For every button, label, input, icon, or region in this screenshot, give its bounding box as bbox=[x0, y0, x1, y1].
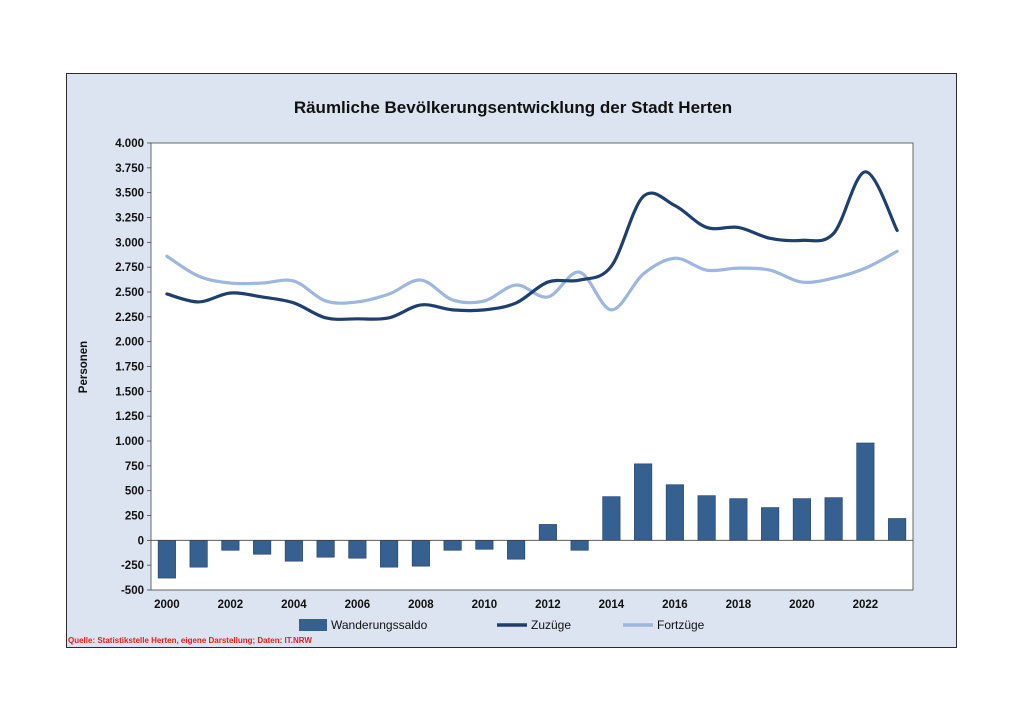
y-tick-label: 3.250 bbox=[115, 213, 144, 225]
bar-wanderungssaldo bbox=[380, 540, 399, 568]
legend-label-zuzuege: Zuzüge bbox=[531, 618, 571, 632]
x-tick-label: 2018 bbox=[726, 599, 752, 611]
y-tick-label: 3.000 bbox=[115, 237, 144, 249]
y-tick-label: 0 bbox=[138, 535, 144, 547]
y-axis-ticks: -500 -250 0 250 500 750 1.000 1.250 1.500 1.750 2.… bbox=[115, 138, 151, 597]
y-tick-label: -500 bbox=[121, 585, 144, 597]
x-tick-label: 2010 bbox=[472, 599, 498, 611]
y-tick-label: 2.000 bbox=[115, 337, 144, 349]
lines-layer bbox=[165, 170, 899, 321]
y-tick-label: 1.500 bbox=[115, 386, 144, 398]
x-tick-label: 2006 bbox=[345, 599, 371, 611]
line-zuzuege bbox=[165, 170, 899, 321]
y-tick-label: 750 bbox=[125, 461, 144, 473]
y-tick-label: 2.500 bbox=[115, 287, 144, 299]
y-tick-label: 3.750 bbox=[115, 163, 144, 175]
chart-title: Räumliche Bevölkerungsentwicklung der St… bbox=[294, 98, 732, 117]
bar-wanderungssaldo bbox=[856, 442, 875, 541]
legend-swatch-wanderungssaldo bbox=[299, 619, 327, 631]
bar-wanderungssaldo bbox=[157, 540, 176, 579]
y-tick-label: 3.500 bbox=[115, 188, 144, 200]
x-tick-label: 2014 bbox=[599, 599, 625, 611]
bar-wanderungssaldo bbox=[316, 540, 335, 558]
bar-wanderungssaldo bbox=[761, 507, 780, 541]
y-tick-label: 1.250 bbox=[115, 411, 144, 423]
y-tick-label: 4.000 bbox=[115, 138, 144, 150]
chart-frame: Räumliche Bevölkerungsentwicklung der St… bbox=[66, 73, 957, 648]
legend: Wanderungssaldo Zuzüge Fortzüge bbox=[299, 618, 705, 632]
bar-wanderungssaldo bbox=[189, 540, 208, 568]
bars-layer bbox=[157, 442, 907, 579]
x-tick-label: 2008 bbox=[408, 599, 434, 611]
x-tick-label: 2002 bbox=[218, 599, 244, 611]
bar-wanderungssaldo bbox=[729, 498, 748, 541]
plot-area bbox=[150, 142, 914, 591]
bar-wanderungssaldo bbox=[570, 540, 589, 551]
y-tick-label: 2.750 bbox=[115, 262, 144, 274]
bar-wanderungssaldo bbox=[253, 540, 272, 555]
bar-wanderungssaldo bbox=[411, 540, 430, 567]
x-tick-label: 2020 bbox=[789, 599, 815, 611]
bar-wanderungssaldo bbox=[824, 497, 843, 541]
bar-wanderungssaldo bbox=[348, 540, 367, 559]
source-note: Quelle: Statistikstelle Herten, eigene D… bbox=[68, 636, 312, 645]
bar-wanderungssaldo bbox=[475, 540, 494, 550]
y-tick-label: 1.750 bbox=[115, 362, 144, 374]
bar-wanderungssaldo bbox=[665, 484, 684, 541]
bar-wanderungssaldo bbox=[507, 540, 526, 560]
bar-wanderungssaldo bbox=[634, 463, 653, 541]
x-tick-label: 2012 bbox=[535, 599, 561, 611]
bar-wanderungssaldo bbox=[792, 498, 811, 541]
chart-canvas: Räumliche Bevölkerungsentwicklung der St… bbox=[68, 98, 914, 645]
x-axis-ticks: 2000 2002 2004 2006 2008 2010 2012 2014 2016 2018… bbox=[154, 599, 878, 611]
x-tick-label: 2000 bbox=[154, 599, 180, 611]
bar-wanderungssaldo bbox=[538, 524, 557, 541]
bar-wanderungssaldo bbox=[888, 518, 907, 541]
y-tick-label: 500 bbox=[125, 486, 144, 498]
bar-wanderungssaldo bbox=[443, 540, 462, 551]
y-tick-label: 1.000 bbox=[115, 436, 144, 448]
bar-wanderungssaldo bbox=[697, 495, 716, 541]
y-tick-label: 250 bbox=[125, 511, 144, 523]
legend-label-fortzuege: Fortzüge bbox=[657, 618, 705, 632]
bar-wanderungssaldo bbox=[284, 540, 303, 562]
x-tick-label: 2016 bbox=[662, 599, 688, 611]
bar-wanderungssaldo bbox=[221, 540, 240, 551]
x-tick-label: 2004 bbox=[281, 599, 307, 611]
y-tick-label: 2.250 bbox=[115, 312, 144, 324]
bar-wanderungssaldo bbox=[602, 496, 621, 541]
legend-label-wanderungssaldo: Wanderungssaldo bbox=[331, 618, 428, 632]
x-tick-label: 2022 bbox=[853, 599, 879, 611]
y-axis-label: Personen bbox=[78, 341, 90, 393]
y-tick-label: -250 bbox=[121, 560, 144, 572]
